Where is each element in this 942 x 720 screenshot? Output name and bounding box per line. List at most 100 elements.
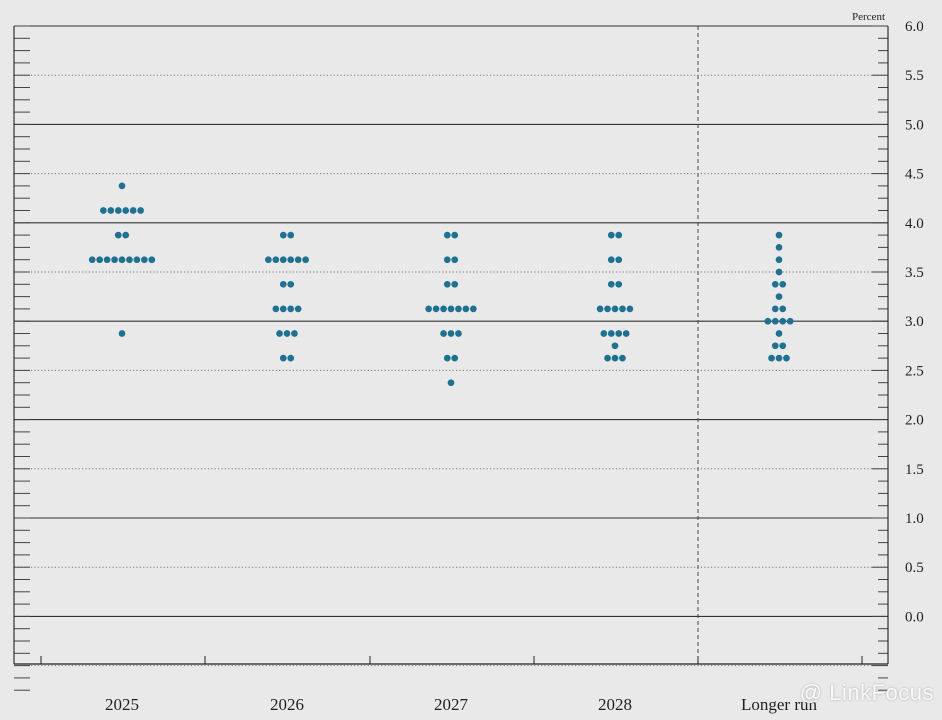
y-tick-label: 3.5	[905, 265, 924, 281]
dot-2028	[615, 330, 623, 337]
dot-2026	[265, 256, 272, 264]
y-axis-ticks	[14, 25, 888, 691]
y-tick-label: 1.0	[905, 511, 924, 527]
dot-2025	[118, 330, 126, 337]
dot-2026	[291, 330, 298, 337]
x-axis-tick-labels: 2025 2026 2027 2028 Longer run	[105, 695, 817, 714]
dot-2026	[294, 256, 302, 264]
gridlines	[14, 25, 888, 667]
dot-2025	[88, 256, 96, 264]
dot-longer-run	[768, 354, 775, 362]
dot-longer-run	[779, 280, 787, 288]
dot-2028	[611, 354, 619, 362]
dot-longer-run	[775, 231, 783, 239]
dot-longer-run	[779, 305, 787, 313]
dot-2025	[148, 256, 156, 264]
dot-2027	[443, 231, 451, 239]
dot-2028	[622, 330, 630, 337]
dot-2028	[604, 305, 611, 313]
dot-longer-run	[775, 293, 783, 300]
x-tick-label: 2028	[598, 695, 632, 714]
dot-longer-run	[775, 244, 783, 251]
dot-2026	[287, 280, 295, 288]
dot-2025	[100, 207, 107, 214]
dot-2026	[302, 256, 309, 264]
dot-2026	[287, 305, 295, 313]
dot-2027	[443, 256, 451, 264]
dot-2025	[122, 231, 130, 239]
dot-2028	[619, 354, 626, 362]
dot-2027	[462, 305, 470, 313]
dot-2025	[129, 207, 137, 214]
dot-2026	[287, 256, 295, 264]
x-tick-label: 2026	[270, 695, 304, 714]
dot-2025	[122, 207, 130, 214]
dot-2028	[615, 231, 623, 239]
dot-2026	[279, 280, 287, 288]
dot-2025	[114, 207, 122, 214]
dot-2025	[126, 256, 133, 264]
dot-2026	[279, 354, 287, 362]
dot-2028	[607, 256, 615, 264]
dot-longer-run	[775, 256, 783, 264]
dot-2028	[611, 305, 619, 313]
dot-2027	[440, 330, 447, 337]
dot-2026	[272, 305, 280, 313]
y-tick-label: 3.0	[905, 314, 924, 330]
dot-2027	[455, 305, 462, 313]
dot-longer-run	[786, 317, 794, 325]
y-tick-label: 2.5	[905, 363, 924, 379]
watermark: @ LinkFocus	[799, 680, 934, 705]
dot-2026	[287, 231, 295, 239]
dot-2028	[626, 305, 634, 313]
dot-longer-run	[764, 317, 772, 325]
dot-2028	[607, 330, 615, 337]
dot-2025	[118, 256, 126, 264]
dot-longer-run	[771, 305, 779, 313]
dot-longer-run	[771, 280, 779, 288]
dot-2026	[283, 330, 291, 337]
x-tick-label: Longer run	[741, 695, 818, 714]
dot-2025	[118, 182, 126, 190]
dot-2026	[279, 305, 287, 313]
dot-2027	[447, 305, 455, 313]
dot-2026	[272, 256, 280, 264]
x-tick-label: 2027	[434, 695, 469, 714]
dot-2026	[279, 231, 287, 239]
dot-2028	[600, 330, 608, 337]
dot-2026	[276, 330, 283, 337]
dot-2028	[596, 305, 604, 313]
dot-2025	[141, 256, 148, 264]
dot-longer-run	[779, 317, 787, 325]
y-tick-label: 6.0	[905, 19, 924, 35]
dot-longer-run	[775, 330, 783, 337]
dot-2028	[604, 354, 611, 362]
dot-2027	[440, 305, 447, 313]
dot-2025	[133, 256, 141, 264]
y-tick-label: 4.5	[905, 167, 924, 183]
dot-longer-run	[771, 342, 779, 350]
dot-longer-run	[783, 354, 790, 362]
dot-2027	[443, 354, 451, 362]
dot-2028	[615, 256, 623, 264]
dot-2027	[451, 231, 459, 239]
dot-2027	[447, 330, 455, 337]
dot-longer-run	[779, 342, 787, 350]
dot-2026	[287, 354, 295, 362]
y-tick-label: 1.5	[905, 462, 924, 478]
dot-2028	[607, 280, 615, 288]
dot-2026	[279, 256, 287, 264]
unit-label: Percent	[852, 11, 885, 23]
y-tick-label: 0.0	[905, 609, 924, 625]
dot-2028	[619, 305, 626, 313]
dot-2025	[96, 256, 103, 264]
dot-2025	[103, 256, 111, 264]
dot-longer-run	[775, 354, 783, 362]
y-tick-label: 0.5	[905, 560, 924, 576]
dot-2027	[455, 330, 462, 337]
dot-2025	[137, 207, 144, 214]
x-axis	[13, 26, 889, 665]
dot-2028	[611, 342, 619, 350]
dot-2027	[451, 354, 459, 362]
dot-2027	[443, 280, 451, 288]
